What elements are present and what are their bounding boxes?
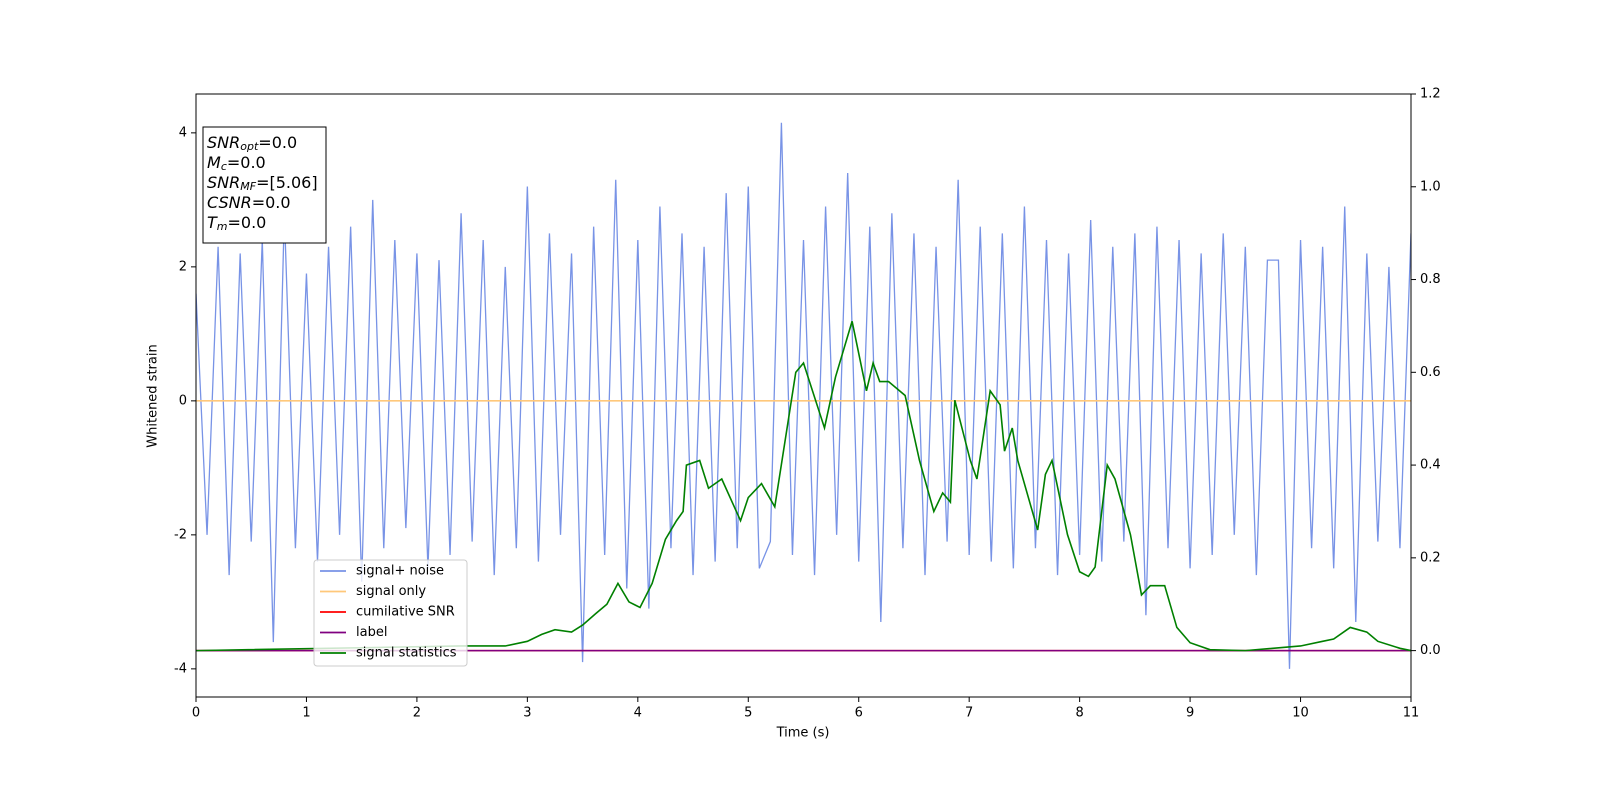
- series-line: [196, 321, 1411, 652]
- y2-tick-label: 0.6: [1420, 365, 1441, 380]
- x-tick-label: 5: [744, 706, 752, 721]
- annotation: SNRopt=0.0: [207, 133, 297, 154]
- y2-tick-label: 0.4: [1420, 458, 1441, 473]
- series-line: [196, 122, 1411, 669]
- x-tick-label: 7: [965, 706, 973, 721]
- annotation: SNRMF=[5.06]: [207, 173, 318, 194]
- annotation-sub: MF: [240, 180, 256, 193]
- legend-label: cumilative SNR: [356, 605, 455, 620]
- x-tick-label: 8: [1075, 706, 1083, 721]
- x-tick-label: 1: [302, 706, 310, 721]
- x-tick-label: 6: [855, 706, 863, 721]
- annotation: Tm=0.0: [207, 213, 266, 234]
- annotation-sub: c: [221, 160, 227, 173]
- annotation-box: [202, 126, 327, 244]
- y2-tick-label: 1.0: [1420, 179, 1441, 194]
- legend-label: signal statistics: [356, 646, 457, 661]
- x-axis-label: Time (s): [776, 726, 830, 741]
- x-tick-label: 0: [192, 706, 200, 721]
- annotation: Mc=0.0: [207, 153, 266, 174]
- x-tick-label: 11: [1403, 706, 1420, 721]
- legend-box: [313, 559, 468, 667]
- annotation-main: T: [207, 213, 218, 232]
- x-tick-label: 10: [1292, 706, 1309, 721]
- annotation-main: CSNR: [207, 193, 252, 212]
- legend-label: signal only: [356, 584, 426, 599]
- x-tick-label: 4: [634, 706, 642, 721]
- annotation-rest: =0.0: [227, 153, 266, 172]
- annotation-main: SNR: [207, 173, 240, 192]
- y-tick-label: 2: [179, 259, 187, 274]
- y-axis-label: Whitened strain: [146, 344, 161, 447]
- y2-tick-label: 0.2: [1420, 550, 1441, 565]
- annotation: CSNR=0.0: [207, 193, 291, 212]
- x-tick-label: 3: [523, 706, 531, 721]
- plot-frame: [195, 93, 1412, 698]
- y-tick-label: -4: [174, 661, 187, 676]
- legend-label: label: [356, 625, 387, 640]
- y2-tick-label: 0.0: [1420, 643, 1441, 658]
- x-tick-label: 2: [413, 706, 421, 721]
- annotation-main: M: [207, 153, 221, 172]
- y2-tick-label: 0.8: [1420, 272, 1441, 287]
- y-tick-label: -2: [174, 527, 187, 542]
- legend-label: signal+ noise: [356, 564, 444, 579]
- annotation-sub: m: [217, 220, 228, 233]
- annotation-sub: opt: [240, 140, 259, 153]
- y2-tick-label: 1.2: [1420, 87, 1441, 102]
- annotation-main: SNR: [207, 133, 240, 152]
- annotation-rest: =[5.06]: [256, 173, 318, 192]
- y-tick-label: 0: [179, 393, 187, 408]
- annotation-rest: =0.0: [258, 133, 297, 152]
- annotation-rest: =0.0: [252, 193, 291, 212]
- annotation-rest: =0.0: [228, 213, 267, 232]
- x-tick-label: 9: [1186, 706, 1194, 721]
- y-tick-label: 4: [179, 125, 187, 140]
